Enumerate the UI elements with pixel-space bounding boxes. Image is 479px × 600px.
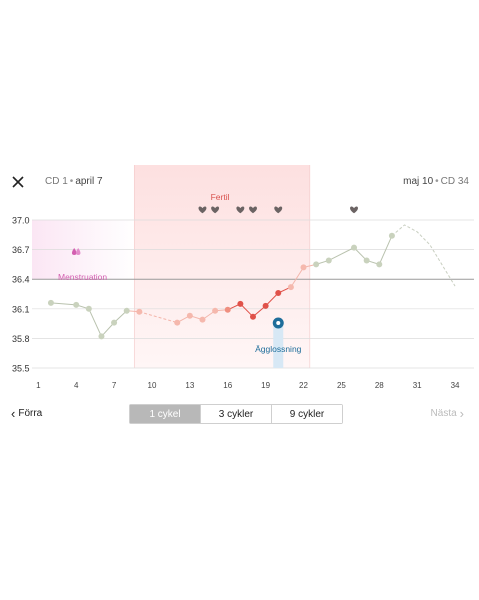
heart-icon	[274, 206, 283, 214]
y-tick-label: 35.8	[12, 334, 30, 344]
menstruation-label: Menstruation	[58, 272, 107, 282]
temperature-point[interactable]	[174, 319, 181, 326]
temperature-point[interactable]	[376, 261, 383, 268]
x-tick-label: 13	[185, 381, 194, 390]
chevron-left-icon: ‹	[11, 406, 16, 421]
temperature-line-segment	[240, 303, 254, 318]
temperature-point[interactable]	[199, 316, 206, 323]
grid-layer	[32, 219, 474, 369]
temperature-point[interactable]	[287, 284, 294, 291]
x-tick-label: 7	[112, 381, 117, 390]
temperature-point[interactable]	[250, 313, 256, 320]
y-tick-label: 35.5	[12, 364, 30, 374]
temperature-point[interactable]	[262, 302, 269, 309]
cycle-start-label: CD 1 • april 7	[45, 176, 103, 187]
next-cycle-button[interactable]: Nästa ›	[431, 407, 467, 420]
heart-icon	[198, 206, 207, 214]
temperature-point[interactable]	[363, 257, 370, 264]
y-tick-label: 36.7	[12, 245, 30, 255]
temperature-point[interactable]	[351, 244, 358, 251]
heart-icon	[211, 206, 220, 214]
temperature-point[interactable]	[123, 307, 130, 314]
cycle-footer: ‹ Förra 1 cykel 3 cykler 9 cykler Nästa …	[0, 404, 479, 426]
temperature-point[interactable]	[313, 261, 320, 268]
temperature-point[interactable]	[237, 300, 244, 307]
temperature-point[interactable]	[300, 264, 307, 271]
cycle-end-label: maj 10 • CD 34	[403, 176, 469, 187]
cycle-range-selector: 1 cykel 3 cykler 9 cykler	[129, 404, 343, 424]
temperature-point[interactable]	[212, 307, 219, 314]
zones-layer	[32, 165, 311, 368]
x-tick-label: 1	[36, 381, 41, 390]
labels-layer: 35.5 35.8 36.1 36.4 36.7 37.0 1 4 7 10 13 16 19 22 25 2…	[12, 192, 460, 390]
x-tick-label: 25	[337, 381, 346, 390]
previous-cycle-label: Förra	[18, 408, 43, 419]
temperature-point[interactable]	[136, 308, 143, 315]
ovulation-label: Ägglossning	[255, 344, 302, 354]
temperature-point[interactable]	[325, 257, 332, 264]
x-tick-label: 19	[261, 381, 270, 390]
y-tick-label: 37.0	[12, 216, 30, 226]
temperature-line-segment	[378, 235, 393, 265]
blood-drop-icon	[71, 248, 77, 255]
x-tick-label: 28	[375, 381, 384, 390]
cycle-end-date: maj 10	[403, 176, 434, 187]
ovulation-icon-center	[276, 321, 281, 325]
cycle-end-day: CD 34	[440, 176, 469, 187]
temperature-line-segment	[139, 311, 178, 324]
fertile-label: Fertil	[211, 192, 230, 202]
temperature-chart[interactable]: 35.5 35.8 36.1 36.4 36.7 37.0 1 4 7 10 13 16 19 22 25 2…	[0, 160, 479, 400]
predicted-temperature-line	[391, 224, 456, 287]
cycle-start-day: CD 1	[45, 176, 68, 187]
temperature-point[interactable]	[47, 299, 54, 306]
blood-drop-icon	[75, 248, 81, 255]
temperature-line-segment	[88, 308, 102, 337]
previous-cycle-button[interactable]: ‹ Förra	[8, 407, 42, 420]
heart-icon	[236, 206, 245, 214]
segment-3-cycles[interactable]: 3 cykler	[201, 405, 272, 423]
heart-icon	[249, 206, 257, 214]
temperature-point[interactable]	[224, 306, 231, 313]
x-tick-label: 22	[299, 381, 308, 390]
cycle-header: CD 1 • april 7 maj 10 • CD 34	[0, 168, 479, 196]
x-tick-label: 16	[223, 381, 232, 390]
next-cycle-label: Nästa	[430, 408, 457, 419]
x-tick-label: 34	[451, 381, 460, 390]
temperature-point[interactable]	[388, 232, 395, 239]
temperature-point[interactable]	[111, 319, 118, 326]
temperature-line-segment	[328, 247, 355, 261]
temperature-point[interactable]	[98, 333, 105, 340]
x-tick-label: 4	[74, 381, 79, 390]
temperature-point[interactable]	[186, 312, 193, 319]
close-icon[interactable]	[8, 172, 28, 192]
y-tick-label: 36.4	[12, 275, 30, 285]
y-tick-label: 36.1	[12, 304, 30, 314]
temperature-point[interactable]	[275, 290, 282, 297]
cycle-start-date: april 7	[75, 176, 103, 187]
segment-9-cycles[interactable]: 9 cykler	[272, 405, 342, 423]
temperature-points	[47, 232, 395, 340]
temperature-line-segment	[50, 302, 77, 306]
temperature-line-segment	[290, 267, 304, 288]
temperature-point[interactable]	[85, 305, 92, 312]
x-tick-label: 31	[413, 381, 422, 390]
temperature-line-segment	[265, 292, 279, 307]
chevron-right-icon: ›	[459, 406, 464, 421]
ovulation-band	[273, 325, 284, 368]
heart-icon	[350, 206, 358, 214]
x-tick-label: 10	[148, 381, 157, 390]
temperature-line-segment	[353, 247, 368, 261]
temperature-point[interactable]	[73, 301, 80, 308]
segment-1-cycle[interactable]: 1 cykel	[130, 405, 201, 423]
temperature-line-segment	[101, 322, 115, 337]
markers-layer	[71, 206, 358, 368]
